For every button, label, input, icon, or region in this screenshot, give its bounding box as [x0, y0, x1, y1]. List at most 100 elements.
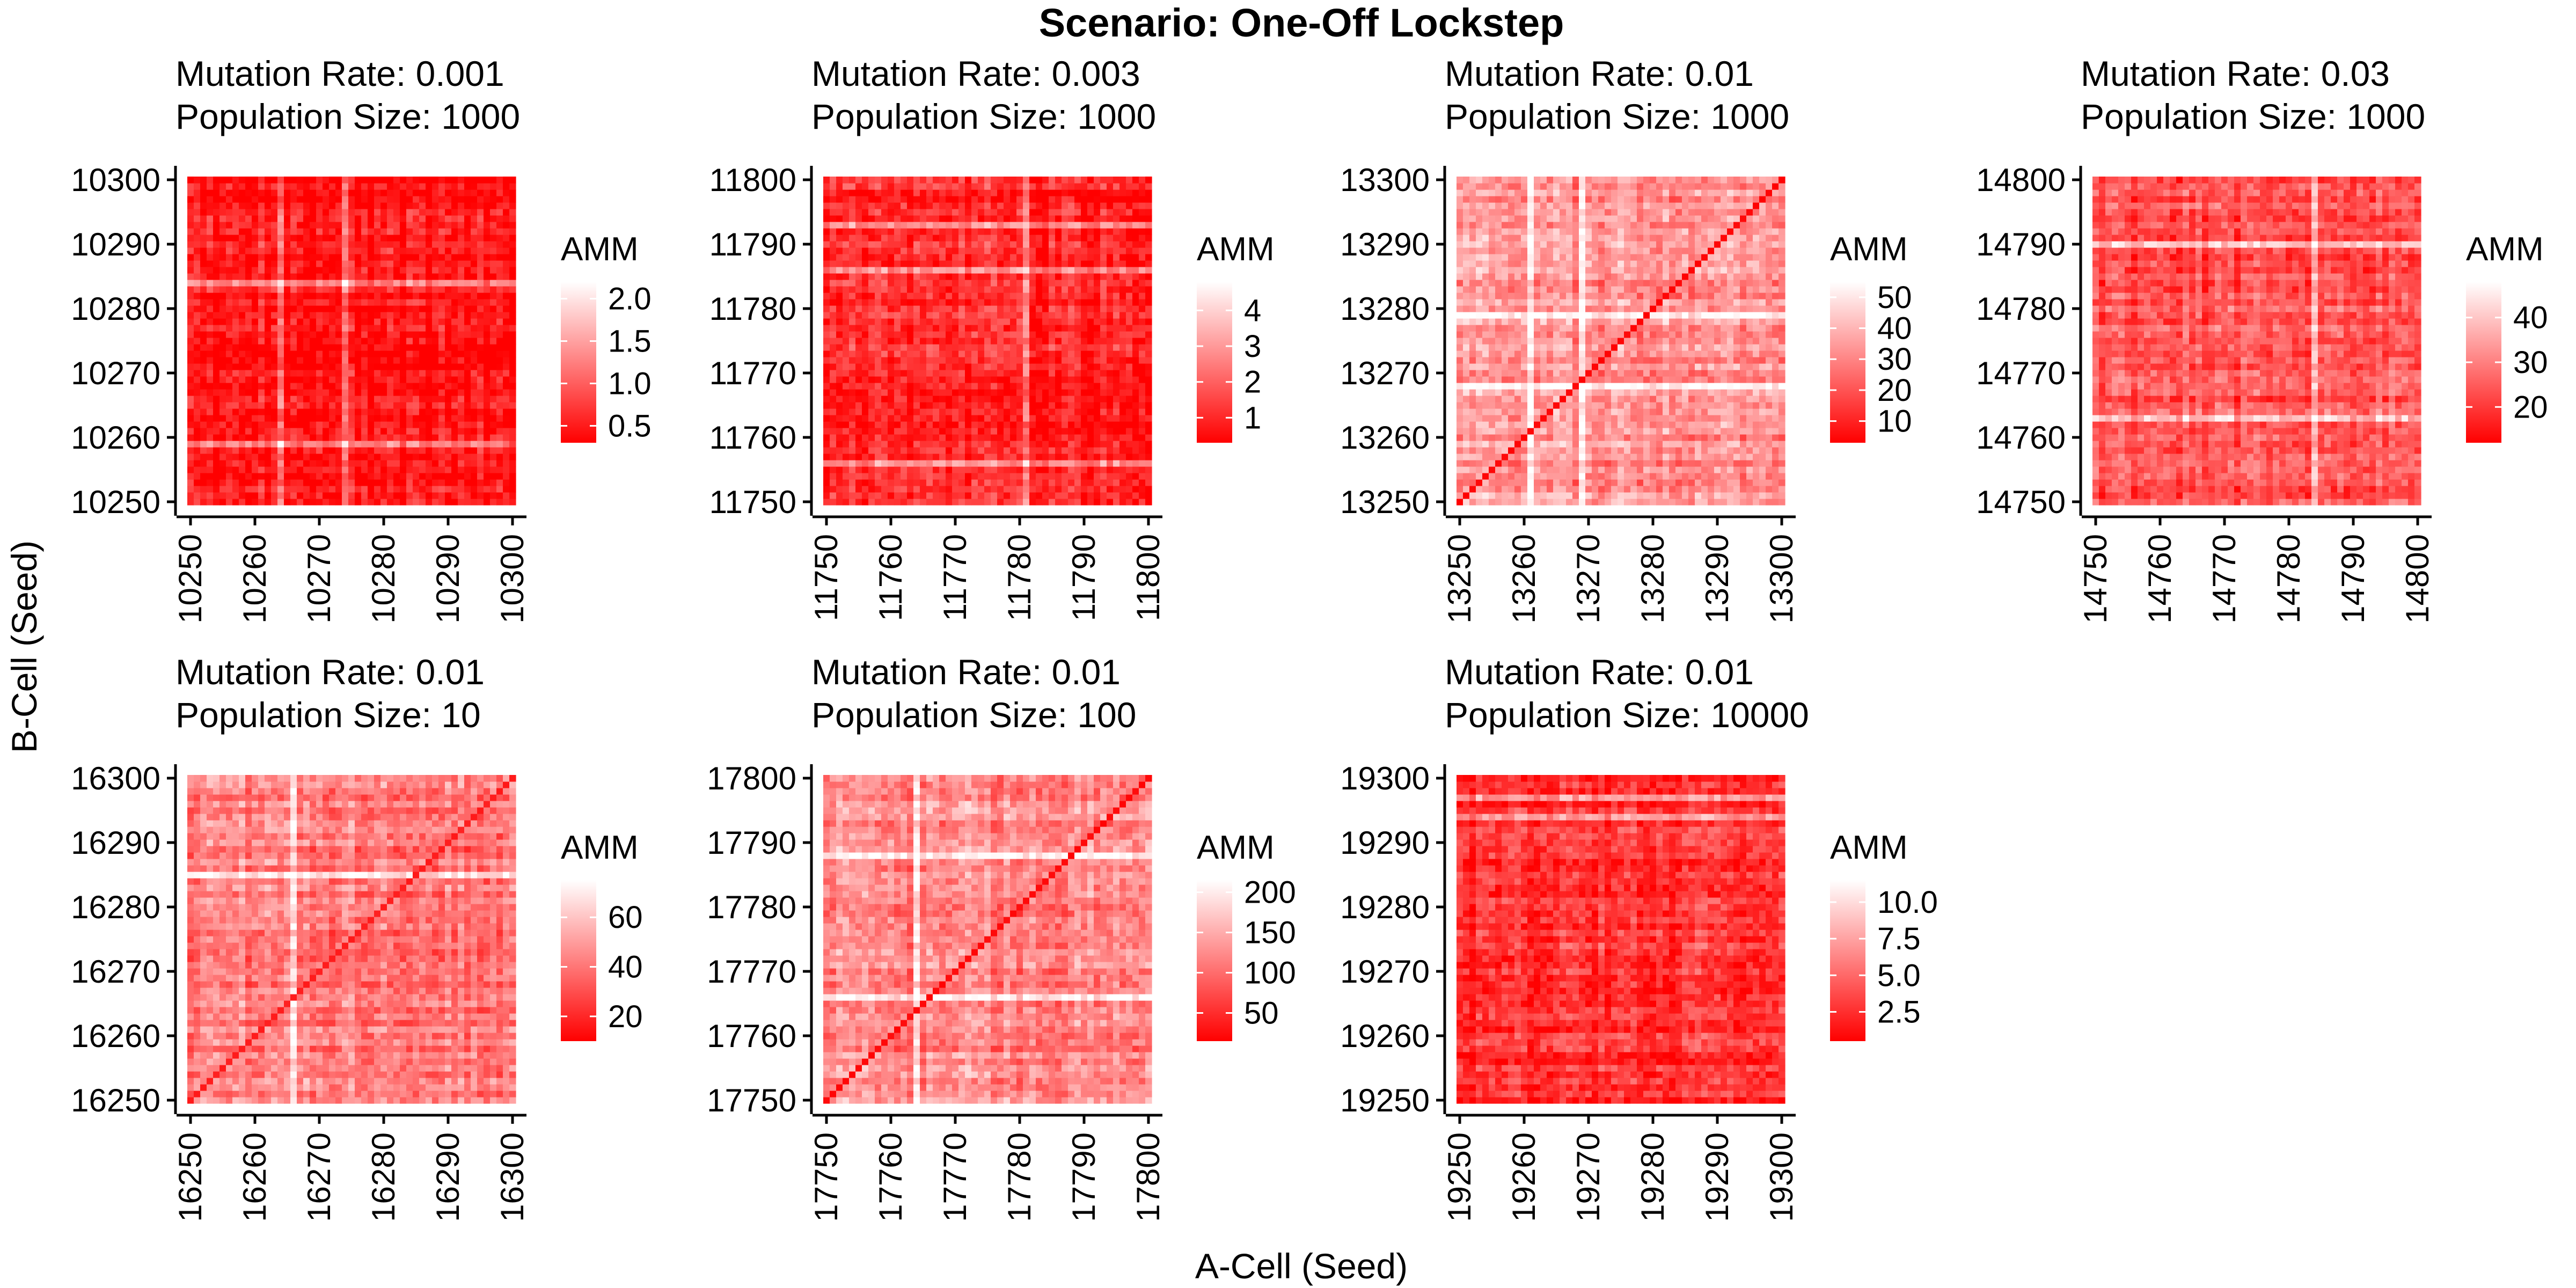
- heatmap-cell: [913, 254, 920, 261]
- heatmap-cell: [477, 428, 484, 435]
- heatmap-cell: [277, 402, 284, 409]
- heatmap-cell: [200, 383, 207, 390]
- heatmap-cell: [426, 273, 433, 280]
- heatmap-cell: [1029, 486, 1036, 493]
- heatmap-cell: [849, 189, 856, 196]
- heatmap-cell: [239, 370, 246, 377]
- heatmap-cell: [438, 479, 445, 486]
- heatmap-cell: [984, 222, 991, 229]
- heatmap-cell: [958, 370, 965, 377]
- heatmap-cell: [1004, 357, 1011, 364]
- heatmap-cell: [400, 202, 407, 209]
- heatmap-cell: [297, 357, 304, 364]
- heatmap-cell: [252, 415, 259, 422]
- heatmap-cell: [271, 479, 278, 486]
- heatmap-cell: [265, 428, 272, 435]
- heatmap-cell: [496, 453, 503, 460]
- heatmap-cell: [503, 247, 510, 254]
- heatmap-cell: [348, 267, 355, 274]
- heatmap-cell: [368, 402, 375, 409]
- heatmap-cell: [400, 273, 407, 280]
- heatmap-cell: [484, 441, 491, 448]
- heatmap-cell: [823, 363, 830, 370]
- heatmap-cell: [290, 305, 297, 312]
- heatmap-cell: [958, 408, 965, 415]
- heatmap-cell: [1068, 363, 1075, 370]
- heatmap-cell: [1068, 292, 1075, 299]
- heatmap-cell: [297, 338, 304, 345]
- heatmap-cell: [1010, 396, 1017, 402]
- facet-title-population-size: Population Size: 1000: [811, 97, 1156, 136]
- heatmap-cell: [471, 376, 478, 383]
- heatmap-cell: [290, 453, 297, 460]
- heatmap-cell: [1004, 280, 1011, 287]
- heatmap-cell: [432, 222, 439, 229]
- heatmap-cell: [232, 241, 239, 248]
- heatmap-cell: [888, 312, 895, 319]
- heatmap-cell: [496, 280, 503, 287]
- heatmap-cell: [1074, 305, 1081, 312]
- heatmap-cell: [901, 402, 908, 409]
- heatmap-cell: [458, 460, 465, 467]
- heatmap-cell: [965, 428, 972, 435]
- heatmap-cell: [1042, 428, 1049, 435]
- heatmap-cell: [836, 376, 843, 383]
- heatmap-cell: [361, 305, 368, 312]
- heatmap-cell: [849, 415, 856, 422]
- heatmap-cell: [823, 421, 830, 428]
- heatmap-cell: [984, 415, 991, 422]
- heatmap-cell: [490, 267, 497, 274]
- heatmap-cell: [226, 389, 233, 396]
- heatmap-cell: [1074, 215, 1081, 222]
- heatmap-cell: [355, 267, 362, 274]
- heatmap-cell: [348, 209, 355, 216]
- heatmap-cell: [335, 376, 342, 383]
- heatmap-cell: [445, 370, 452, 377]
- heatmap-cell: [400, 486, 407, 493]
- heatmap-cell: [342, 312, 349, 319]
- heatmap-cell: [413, 466, 420, 473]
- heatmap-cell: [939, 299, 946, 306]
- heatmap-cell: [881, 415, 888, 422]
- heatmap-cell: [400, 396, 407, 402]
- heatmap-cell: [284, 415, 291, 422]
- heatmap-cell: [836, 222, 843, 229]
- heatmap-cell: [213, 428, 220, 435]
- heatmap-cell: [907, 357, 914, 364]
- heatmap-cell: [503, 441, 510, 448]
- heatmap-cell: [406, 408, 413, 415]
- heatmap-cell: [997, 357, 1004, 364]
- heatmap-cell: [361, 247, 368, 254]
- heatmap-cell: [1036, 299, 1043, 306]
- heatmap-cell: [471, 408, 478, 415]
- heatmap-cell: [503, 402, 510, 409]
- heatmap-cell: [1055, 189, 1062, 196]
- heatmap-cell: [1036, 441, 1043, 448]
- heatmap-cell: [484, 331, 491, 338]
- heatmap-cell: [368, 177, 375, 184]
- heatmap-cell: [901, 466, 908, 473]
- heatmap-cell: [1016, 183, 1023, 190]
- heatmap-cell: [368, 305, 375, 312]
- heatmap-cell: [323, 273, 330, 280]
- heatmap-cell: [271, 357, 278, 364]
- heatmap-cell: [868, 312, 875, 319]
- heatmap-cell: [458, 383, 465, 390]
- heatmap-cell: [843, 235, 850, 241]
- heatmap-cell: [1055, 408, 1062, 415]
- heatmap-cell: [1042, 267, 1049, 274]
- heatmap-cell: [348, 350, 355, 357]
- heatmap-cell: [380, 421, 387, 428]
- heatmap-cell: [226, 247, 233, 254]
- heatmap-cell: [503, 325, 510, 332]
- heatmap-cell: [284, 357, 291, 364]
- heatmap-cell: [406, 389, 413, 396]
- heatmap-cell: [875, 222, 882, 229]
- heatmap-cell: [265, 466, 272, 473]
- heatmap-cell: [271, 254, 278, 261]
- heatmap-cell: [194, 241, 201, 248]
- heatmap-cell: [1074, 376, 1081, 383]
- heatmap-cell: [406, 428, 413, 435]
- heatmap-cell: [875, 183, 882, 190]
- heatmap-cell: [997, 312, 1004, 319]
